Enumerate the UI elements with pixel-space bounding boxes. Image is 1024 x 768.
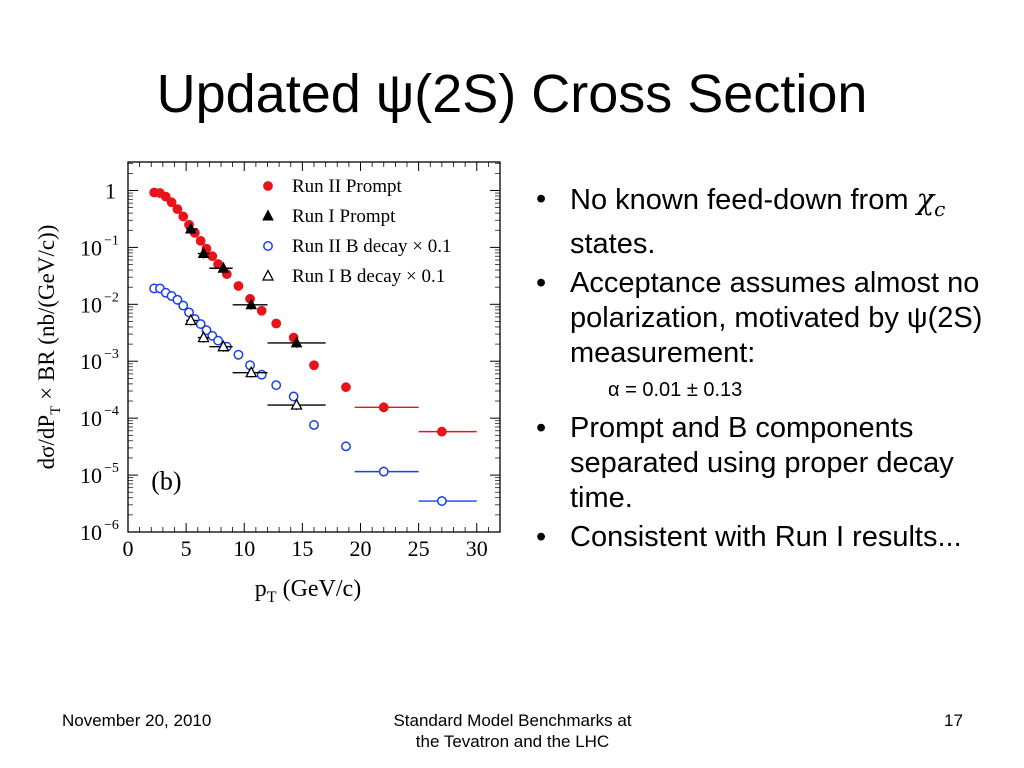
data-point-run2-bdecay — [436, 496, 447, 506]
bullet-dot: • — [536, 183, 547, 215]
data-point-run2-bdecay — [172, 294, 183, 305]
data-point-run2-prompt — [172, 204, 183, 215]
x-tick-label: 0 — [123, 536, 134, 561]
data-point-run2-prompt — [378, 402, 389, 413]
x-axis-label: pT (GeV/c) — [255, 576, 361, 606]
data-point-run2-prompt — [233, 281, 244, 291]
y-tick-exponent: −5 — [104, 461, 119, 476]
legend-entry-label: Run I Prompt — [292, 206, 396, 227]
y-tick-label: 10 — [80, 349, 102, 374]
data-point-run2-prompt — [195, 235, 206, 246]
bullet-text: Acceptance assumes almost no polarizatio… — [570, 266, 983, 369]
y-tick-exponent: −6 — [104, 518, 119, 533]
data-point-run2-prompt — [178, 211, 189, 222]
bullet-prompt-b: • Prompt and B components separated usin… — [528, 411, 998, 516]
data-point-run1-bdecay — [184, 313, 197, 326]
data-point-run2-prompt — [166, 197, 177, 208]
bullet-dot: • — [536, 411, 547, 444]
x-tick-label: 30 — [466, 536, 488, 561]
data-point-run1-prompt — [262, 209, 274, 221]
series-run-i-b-decay-0-1 — [184, 313, 326, 411]
slide-title: Updated ψ(2S) Cross Section — [156, 64, 868, 124]
data-point-run2-bdecay — [178, 300, 189, 311]
y-tick-label: 10 — [80, 292, 102, 317]
x-tick-label: 10 — [233, 536, 255, 561]
bullet-feed-down: • No known feed-down from χc states. — [528, 182, 998, 262]
bullet-text-end: states. — [570, 227, 656, 260]
data-point-run2-bdecay — [233, 349, 244, 360]
footer-title-line1: Standard Model Benchmarks at — [393, 711, 632, 730]
y-tick-label: 10 — [80, 520, 102, 545]
data-point-run2-prompt — [256, 305, 267, 316]
bullet-dot: • — [536, 266, 547, 299]
data-point-run2-bdecay — [271, 380, 282, 391]
data-point-run1-bdecay — [197, 330, 210, 343]
footer-title: Standard Model Benchmarks at the Tevatro… — [370, 710, 655, 752]
data-point-run2-bdecay — [378, 466, 389, 477]
data-point-run2-prompt — [160, 191, 171, 202]
bullet-list: • No known feed-down from χc states. • A… — [528, 182, 998, 559]
y-tick-exponent: −2 — [104, 290, 119, 305]
data-point-run2-bdecay — [195, 319, 206, 329]
x-tick-label: 15 — [291, 536, 313, 561]
footer-title-line2: the Tevatron and the LHC — [415, 732, 610, 751]
chi-c-symbol: χc — [916, 182, 946, 221]
footer-date: November 20, 2010 — [62, 711, 212, 730]
y-tick-label: 1 — [105, 178, 116, 203]
x-tick-label: 5 — [181, 536, 192, 561]
bullet-dot: • — [536, 520, 547, 553]
data-point-run1-prompt — [197, 246, 210, 259]
series-run-ii-prompt — [149, 187, 477, 437]
data-point-run2-prompt — [271, 318, 282, 329]
data-point-run2-bdecay — [263, 241, 273, 251]
data-point-run2-bdecay — [213, 335, 224, 346]
data-point-run1-bdecay — [290, 398, 303, 410]
data-point-run1-bdecay — [217, 339, 230, 352]
legend: Run II Prompt Run I Prompt Run II B decay … — [261, 176, 452, 287]
bullet-text: Prompt and B components separated using … — [570, 411, 954, 514]
data-point-run1-prompt — [184, 222, 197, 234]
data-point-run1-bdecay — [261, 269, 275, 281]
data-point-run2-prompt — [263, 181, 273, 191]
data-point-run1-prompt — [245, 298, 258, 310]
series-run-ii-b-decay-0-1 — [149, 283, 477, 507]
page-number: 17 — [944, 711, 963, 730]
legend-entry-label: Run I B decay × 0.1 — [292, 266, 445, 287]
x-tick-label: 20 — [350, 536, 372, 561]
bullet-acceptance: • Acceptance assumes almost no polarizat… — [528, 266, 998, 371]
series-run-i-prompt — [184, 222, 326, 348]
y-axis-label: dσ/dPT × BR (nb/(GeV/c)) — [34, 225, 64, 470]
data-point-run2-bdecay — [309, 419, 319, 430]
legend-entry-label: Run II B decay × 0.1 — [292, 236, 452, 257]
y-tick-label: 10 — [80, 235, 102, 260]
panel-label: (b) — [151, 466, 181, 495]
legend-entry-label: Run II Prompt — [292, 176, 403, 197]
data-point-run2-bdecay — [341, 441, 351, 452]
data-point-run2-prompt — [341, 382, 351, 393]
data-point-run2-prompt — [309, 360, 319, 371]
data-point-run2-prompt — [436, 426, 447, 437]
data-point-run1-bdecay — [245, 365, 258, 378]
bullet-text: Consistent with Run I results... — [570, 520, 962, 553]
data-point-run2-bdecay — [288, 391, 299, 402]
y-tick-label: 10 — [80, 406, 102, 431]
bullet-text: No known feed-down from — [570, 184, 917, 216]
y-tick-label: 10 — [80, 463, 102, 488]
data-point-run2-bdecay — [256, 369, 267, 380]
bullet-consistent: • Consistent with Run I results... — [528, 520, 998, 555]
data-point-run1-prompt — [290, 336, 303, 348]
x-tick-label: 25 — [408, 536, 430, 561]
y-tick-exponent: −1 — [104, 233, 119, 248]
sub-bullet-alpha: α = 0.01 ± 0.13 — [608, 378, 743, 401]
y-tick-exponent: −3 — [104, 347, 119, 362]
data-point-run1-prompt — [217, 261, 230, 273]
y-tick-exponent: −4 — [104, 404, 119, 419]
